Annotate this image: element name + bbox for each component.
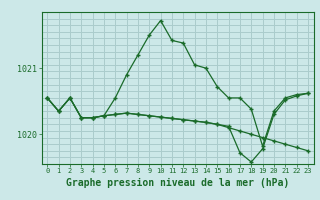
X-axis label: Graphe pression niveau de la mer (hPa): Graphe pression niveau de la mer (hPa) — [66, 178, 289, 188]
